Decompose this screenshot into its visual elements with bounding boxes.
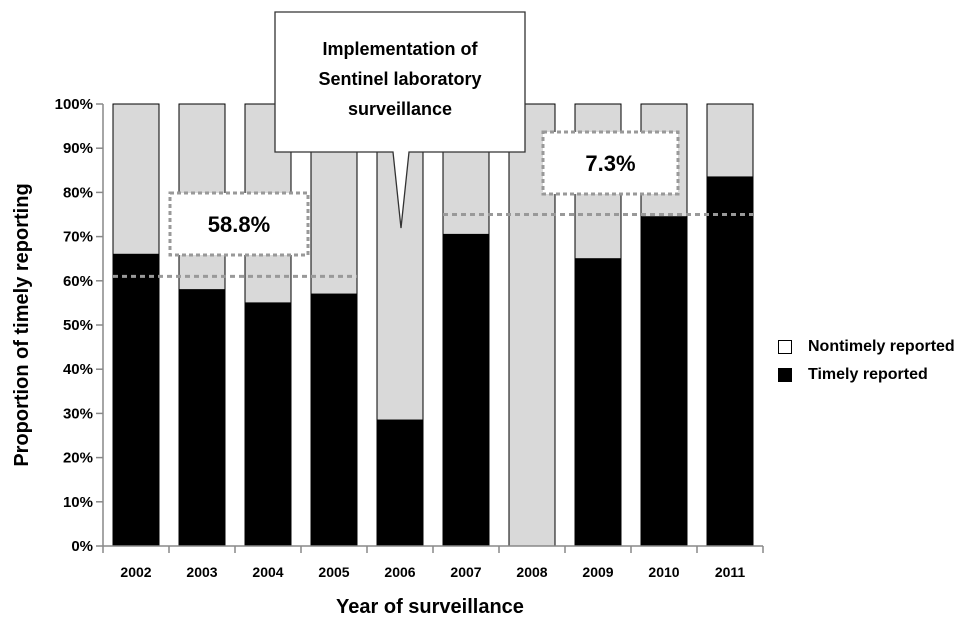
- bar-nontimely: [112, 103, 160, 255]
- x-tick-label: 2004: [252, 564, 283, 580]
- x-tick-label: 2006: [384, 564, 415, 580]
- x-axis-ticks: 2002 2003 2004 2005 2006 2007 2008 2009 2010 2011: [102, 546, 764, 580]
- y-axis-title: Proportion of timely reporting: [11, 183, 33, 466]
- x-tick-label: 2010: [648, 564, 679, 580]
- y-tick-label: 50%: [63, 317, 93, 334]
- bar-timely: [310, 293, 358, 547]
- y-tick-label: 20%: [63, 450, 93, 467]
- x-tick-label: 2002: [120, 564, 151, 580]
- callout-box: Implementation of Sentinel laboratory surv…: [274, 11, 526, 229]
- bar-timely: [112, 253, 160, 547]
- y-tick-label: 10%: [63, 494, 93, 511]
- callout-text-line: Sentinel laboratory: [318, 69, 481, 89]
- callout-shape: [274, 11, 526, 229]
- reference-label: 7.3%: [585, 151, 635, 176]
- legend-swatch-nontimely: [778, 340, 792, 354]
- reference-label-box: [168, 191, 310, 257]
- x-tick-label: 2009: [582, 564, 613, 580]
- x-tick-label: 2011: [715, 564, 746, 580]
- y-tick-label: 100%: [55, 96, 93, 113]
- bar-timely: [178, 289, 226, 547]
- x-tick-label: 2005: [318, 564, 349, 580]
- bar-timely: [442, 233, 490, 547]
- x-tick-label: 2008: [516, 564, 547, 580]
- bar-nontimely: [706, 103, 754, 178]
- y-axis-ticks: 0% 10% 20% 30% 40% 50% 60% 70% 80% 90% 100%: [55, 96, 103, 555]
- y-tick-label: 40%: [63, 361, 93, 378]
- y-tick-label: 70%: [63, 229, 93, 246]
- callout-text-line: Implementation of: [322, 39, 478, 59]
- reference-label-box: [541, 130, 680, 196]
- y-tick-label: 0%: [71, 538, 93, 555]
- x-tick-label: 2007: [450, 564, 481, 580]
- bar-timely: [574, 258, 622, 547]
- bar-timely: [706, 176, 754, 547]
- y-tick-label: 30%: [63, 405, 93, 422]
- x-axis-title: Year of surveillance: [336, 596, 524, 618]
- legend-label-timely: Timely reported: [808, 366, 928, 383]
- bar-timely: [640, 216, 688, 547]
- callout-text-line: surveillance: [348, 99, 452, 119]
- bar-timely: [244, 302, 292, 547]
- legend-label-nontimely: Nontimely reported: [808, 338, 955, 355]
- reference-label: 58.8%: [208, 212, 270, 237]
- bar-timely: [376, 419, 424, 547]
- x-tick-label: 2003: [186, 564, 217, 580]
- legend-item-timely: Timely reported: [778, 364, 955, 386]
- legend: Nontimely reported Timely reported: [778, 336, 955, 392]
- reference-lines: 58.8% 7.3%: [113, 130, 753, 278]
- y-tick-label: 90%: [63, 140, 93, 157]
- legend-item-nontimely: Nontimely reported: [778, 336, 955, 358]
- y-tick-label: 60%: [63, 273, 93, 290]
- y-tick-label: 80%: [63, 184, 93, 201]
- bars: [112, 103, 754, 547]
- legend-swatch-timely: [778, 368, 792, 382]
